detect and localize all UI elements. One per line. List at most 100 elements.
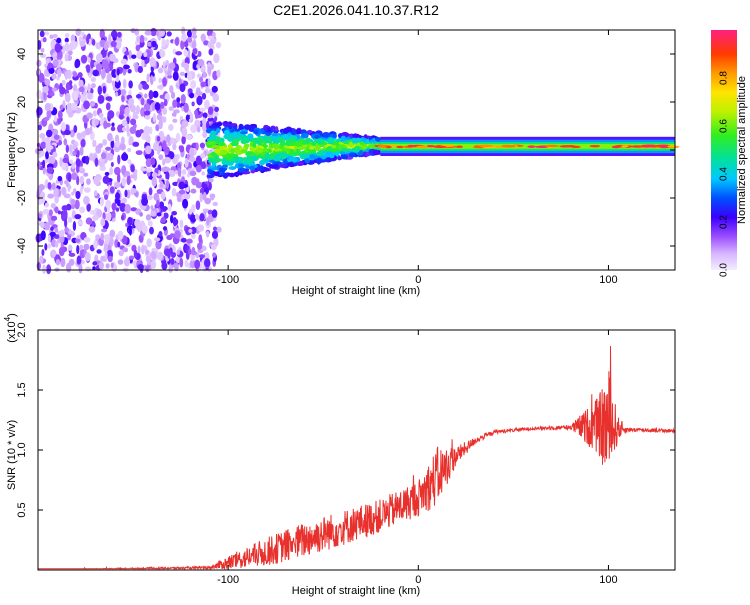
- spectrogram-noise-blob: [191, 176, 198, 186]
- spectrogram-noise-blob: [190, 124, 198, 134]
- spectrogram-noise-blob: [205, 230, 210, 238]
- spectrogram-noise-blob: [189, 170, 197, 177]
- spectrogram-noise-blob: [172, 218, 179, 226]
- spectrogram-signal-blob: [245, 151, 253, 157]
- spectrogram-signal-blob: [259, 159, 266, 166]
- spectrogram-noise-blob: [168, 203, 172, 212]
- spectrogram-noise-blob: [50, 91, 55, 97]
- spectrogram-noise-blob: [194, 259, 201, 270]
- spectrogram-noise-blob: [116, 173, 121, 184]
- spectrogram-noise-blob: [167, 74, 173, 79]
- spectrogram-signal-blob: [256, 154, 262, 159]
- spectrogram-noise-blob: [199, 142, 206, 149]
- spectrogram-noise-blob: [158, 230, 163, 237]
- spectrogram-noise-blob: [196, 73, 201, 79]
- spectrogram-noise-blob: [174, 262, 179, 272]
- spectrogram-signal-blob: [206, 141, 215, 145]
- spectrogram-signal-blob: [306, 129, 313, 134]
- spectrogram-noise-blob: [128, 135, 134, 146]
- spectrogram-noise-blob: [64, 32, 70, 38]
- spectrogram-noise-blob: [140, 107, 146, 117]
- spectrogram-signal-blob: [295, 141, 302, 147]
- spectrogram-noise-blob: [171, 112, 177, 117]
- spectrogram-noise-blob: [117, 124, 123, 133]
- colorbar-label: Normalized spectral amplitude: [736, 76, 748, 224]
- spectrogram-noise-blob: [132, 114, 139, 120]
- spectrogram-noise-blob: [195, 164, 202, 173]
- spectrogram-signal-blob: [305, 138, 312, 143]
- spectrogram-noise-blob: [100, 68, 106, 79]
- spectrogram-noise-blob: [156, 199, 160, 207]
- spectrogram-noise-blob: [76, 255, 82, 265]
- spectrogram-noise-blob: [202, 117, 207, 126]
- spectrogram-noise-blob: [40, 191, 46, 199]
- spectrogram-noise-blob: [77, 72, 83, 78]
- spectrogram-signal-blob: [274, 126, 279, 132]
- spectrogram-noise-blob: [124, 50, 130, 56]
- colorbar-ticks: 0.0 0.2 0.4 0.6 0.8: [719, 71, 730, 277]
- spectrogram-noise-blob: [191, 27, 197, 36]
- spectrogram-noise-blob: [47, 243, 52, 249]
- spectrogram-noise-blob: [176, 101, 181, 108]
- spectrogram-signal-blob: [311, 140, 316, 147]
- spectrogram-signal-blob: [215, 136, 221, 140]
- spectrogram-signal-blob: [270, 125, 276, 130]
- spectrogram-peak: [426, 144, 435, 148]
- spectrogram-signal-blob: [315, 157, 323, 164]
- spectrogram-signal-blob: [226, 154, 233, 161]
- spectrogram-noise-blob: [91, 220, 96, 227]
- spectrogram-noise-blob: [133, 249, 138, 259]
- spectrogram-noise-blob: [139, 212, 143, 217]
- snr-scale-label: (x104): [3, 313, 18, 343]
- spectrogram-noise-blob: [156, 30, 160, 37]
- spectrogram-noise-blob: [191, 204, 196, 213]
- spectrogram-signal-blob: [241, 135, 250, 140]
- spectrogram-noise-blob: [189, 259, 196, 269]
- spectrogram-noise-blob: [180, 237, 187, 243]
- spectrogram-noise-blob: [188, 228, 193, 234]
- spectrogram-noise-blob: [119, 143, 126, 151]
- spectrogram-noise-blob: [190, 80, 197, 89]
- spectrogram-peak: [396, 145, 404, 149]
- spectrogram-noise-blob: [104, 171, 110, 176]
- spectrogram-signal-blob: [213, 166, 218, 171]
- spectrogram-noise-blob: [93, 175, 100, 185]
- snr-x-ticks: -100 0 100: [217, 330, 618, 586]
- spectrogram-noise-blob: [191, 246, 196, 256]
- spectrogram-noise-blob: [151, 176, 157, 187]
- spectrogram-noise-blob: [103, 42, 108, 51]
- spectrogram-peak: [535, 145, 549, 149]
- spectrogram-noise-blob: [61, 205, 68, 212]
- spectrogram-noise-blob: [186, 238, 193, 244]
- spectrogram-noise-blob: [57, 110, 63, 120]
- spectrogram-noise-blob: [79, 132, 87, 137]
- spectrogram-noise-blob: [200, 81, 207, 88]
- spectrogram-noise-blob: [214, 95, 219, 102]
- spectrogram-noise-blob: [50, 226, 54, 231]
- spectrogram-noise-blob: [146, 171, 151, 177]
- spectrogram-noise-blob: [102, 175, 110, 185]
- spectrogram-noise-blob: [98, 162, 106, 168]
- spectrogram-noise-blob: [181, 135, 186, 145]
- spectrogram-noise-blob: [165, 39, 170, 45]
- spectrogram-signal-blob: [210, 151, 217, 157]
- spectrogram-noise-blob: [104, 194, 109, 200]
- spectrogram-noise-blob: [143, 125, 151, 136]
- spectrogram-noise-blob: [85, 155, 90, 165]
- y-tick-label: 0.5: [16, 502, 28, 517]
- spectrogram-noise-blob: [54, 227, 59, 233]
- spectrogram-noise-blob: [83, 100, 90, 110]
- spectrogram-noise-blob: [194, 213, 199, 220]
- spectrogram-noise-blob: [179, 83, 186, 93]
- spectrogram-noise-blob: [157, 251, 164, 261]
- spectrogram-noise-blob: [76, 175, 80, 186]
- spectrogram-noise-blob: [109, 53, 116, 62]
- spectrogram-signal-blob: [234, 171, 240, 178]
- spectrogram-noise-blob: [168, 124, 174, 131]
- spectrogram-noise-blob: [202, 112, 208, 119]
- spectrogram-noise-blob: [135, 150, 143, 156]
- spectrogram-noise-blob: [137, 65, 144, 74]
- spectrogram-peak: [433, 145, 447, 149]
- spectrogram-signal-blob: [242, 170, 251, 175]
- spectrogram-signal-blob: [206, 174, 215, 179]
